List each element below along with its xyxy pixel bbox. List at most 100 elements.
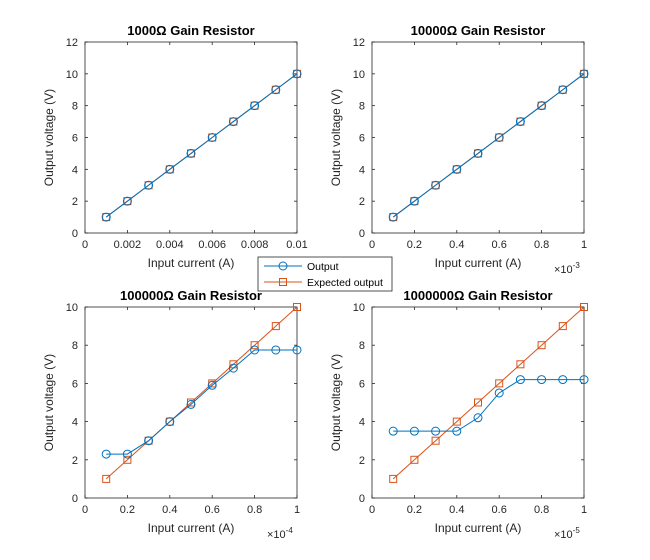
output-point: [473, 148, 483, 158]
output-point: [494, 133, 504, 142]
x-tick-label: 0.008: [241, 239, 269, 251]
output-point: [558, 85, 568, 95]
output-point: [228, 363, 238, 373]
x-tick-label: 1: [581, 239, 587, 251]
output-point: [388, 212, 398, 222]
output-point: [122, 449, 132, 459]
x-tick-label: 0.8: [534, 239, 549, 251]
expected-output-point: [431, 436, 440, 445]
output-series-line: [106, 349, 297, 455]
y-tick-label: 6: [72, 378, 78, 390]
output-point: [207, 380, 217, 390]
output-point: [388, 426, 398, 436]
chart-title: 1000000Ω Gain Resistor: [403, 288, 552, 303]
x-tick-label: 0.6: [205, 504, 220, 516]
x-tick-label: 0.4: [449, 239, 464, 251]
x-axis-label: Input current (A): [148, 256, 235, 270]
output-point: [431, 180, 441, 190]
x-axis-label: Input current (A): [435, 521, 522, 535]
y-tick-label: 2: [359, 196, 365, 208]
output-point: [292, 345, 302, 355]
x-tick-label: 0: [369, 239, 375, 251]
output-point: [494, 388, 504, 398]
chart-title: 10000Ω Gain Resistor: [411, 23, 546, 38]
y-tick-label: 0: [72, 228, 78, 240]
y-tick-label: 0: [359, 493, 365, 505]
x-exponent-label: ×10-4: [267, 526, 293, 541]
output-point: [515, 375, 525, 385]
chart-title: 1000Ω Gain Resistor: [127, 23, 254, 38]
output-point: [101, 212, 111, 222]
expected-output-point: [293, 303, 301, 311]
chart-title: 100000Ω Gain Resistor: [120, 288, 262, 303]
output-point: [409, 426, 419, 436]
output-point: [271, 345, 281, 355]
y-tick-label: 10: [353, 302, 365, 314]
y-tick-label: 4: [359, 164, 365, 176]
x-tick-label: 0.2: [407, 504, 422, 516]
y-tick-label: 4: [359, 417, 365, 429]
expected-output-point: [474, 398, 482, 407]
legend: Output Expected output: [257, 256, 393, 292]
expected-output-point: [452, 417, 461, 426]
expected-output-point: [123, 455, 132, 464]
output-point: [452, 426, 462, 436]
output-point: [186, 399, 196, 409]
subplot-1: 0 0.002 0.004 0.006 0.008 0.01 0 2 4 6 8 10 12 1000Ω …: [42, 23, 308, 270]
y-tick-label: 2: [72, 455, 78, 467]
x-tick-label: 0.4: [449, 504, 464, 516]
axes-box: [371, 41, 585, 234]
axes-box: [84, 41, 298, 234]
expected-output-point: [580, 303, 588, 311]
x-tick-label: 0: [82, 504, 88, 516]
y-tick-label: 12: [353, 37, 365, 49]
x-axis-label: Input current (A): [435, 256, 522, 270]
x-tick-label: 0.2: [407, 239, 422, 251]
output-point: [144, 436, 154, 446]
expected-output-point: [495, 379, 504, 388]
x-tick-label: 0.8: [534, 504, 549, 516]
y-tick-label: 12: [66, 37, 78, 49]
y-tick-label: 8: [72, 101, 78, 113]
y-axis-label: Output voltage (V): [42, 354, 56, 451]
x-exponent-label: ×10-3: [554, 261, 580, 276]
output-point: [165, 417, 175, 427]
x-tick-label: 0.004: [156, 239, 184, 251]
y-tick-label: 6: [72, 133, 78, 145]
y-tick-label: 2: [359, 455, 365, 467]
y-tick-label: 10: [66, 302, 78, 314]
output-series-line: [105, 73, 298, 218]
output-point: [537, 101, 547, 111]
y-tick-label: 2: [72, 196, 78, 208]
output-point: [186, 148, 196, 158]
output-point: [537, 375, 547, 385]
expected-output-point: [271, 322, 280, 331]
output-series-line: [392, 73, 585, 218]
x-exponent-label: ×10-5: [554, 526, 580, 541]
output-point: [271, 85, 281, 95]
x-tick-label: 0.6: [492, 504, 507, 516]
output-point: [228, 117, 238, 127]
y-tick-label: 6: [359, 133, 365, 145]
output-series-line: [393, 379, 584, 432]
charts-layer: 0 0.002 0.004 0.006 0.008 0.010246810121000Ω …: [42, 23, 589, 541]
expected-output-point: [537, 341, 546, 350]
output-point: [292, 69, 302, 79]
expected-output-point: [102, 474, 111, 483]
y-tick-label: 8: [359, 340, 365, 352]
output-point: [452, 164, 462, 174]
output-point: [431, 426, 441, 436]
y-tick-label: 6: [359, 378, 365, 390]
output-point: [473, 413, 483, 423]
x-tick-label: 0.006: [198, 239, 226, 251]
output-point: [144, 180, 154, 190]
y-axis-label: Output voltage (V): [42, 89, 56, 186]
output-point: [250, 345, 260, 355]
x-tick-label: 0.01: [286, 239, 307, 251]
x-tick-label: 0.6: [492, 239, 507, 251]
output-point: [515, 117, 525, 127]
